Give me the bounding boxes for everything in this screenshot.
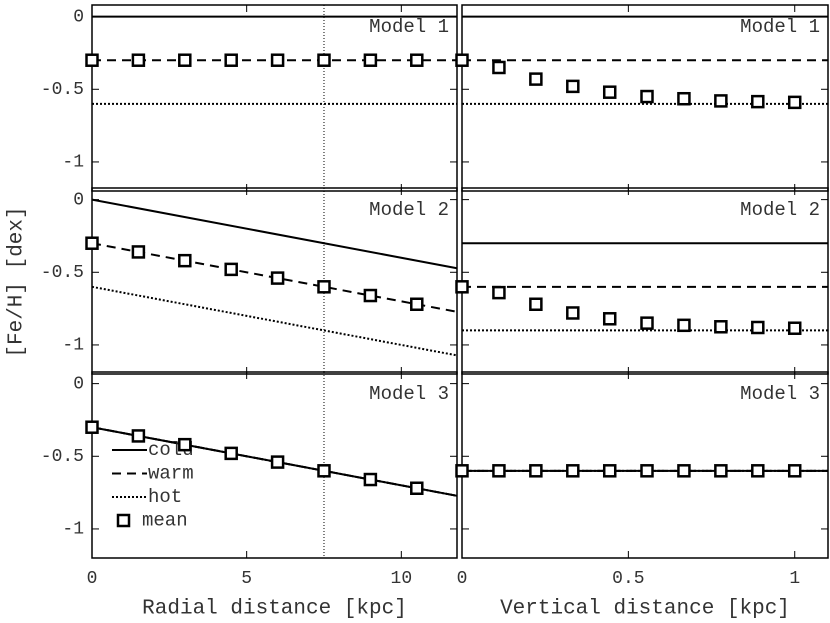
mean-marker (677, 464, 691, 478)
mean-marker (270, 455, 285, 469)
mean-marker (410, 53, 424, 67)
mean-marker (410, 297, 424, 311)
mean-marker (270, 53, 285, 67)
y-tick-label: 0 (73, 190, 84, 210)
mean-marker (224, 262, 238, 277)
mean-marker (492, 60, 506, 75)
y-axis-label: [Fe/H] [dex] (6, 206, 29, 357)
mean-marker (714, 464, 728, 478)
mean-marker (492, 285, 506, 300)
mean-marker (714, 94, 728, 108)
mean-marker (602, 464, 617, 478)
mean-marker (640, 316, 654, 330)
x-tick-label: 10 (391, 569, 413, 589)
y-tick-label: -1 (62, 153, 84, 173)
mean-marker (224, 446, 238, 461)
panel-frame (91, 4, 458, 192)
mean-marker (751, 464, 765, 478)
mean-marker (410, 481, 424, 495)
x-axis-label: Vertical distance [kpc] (500, 598, 790, 621)
mean-marker (178, 253, 192, 268)
panel-title: Model 3 (369, 383, 449, 405)
mean-marker (751, 320, 765, 335)
mean-marker (455, 464, 469, 478)
mean-marker (677, 318, 691, 333)
mean-marker (602, 85, 617, 99)
mean-marker (363, 53, 378, 67)
mean-marker (787, 464, 802, 478)
mean-marker (751, 94, 765, 109)
mean-marker (178, 53, 192, 67)
panel-title: Model 1 (740, 16, 820, 38)
y-tick-label: -1 (62, 520, 84, 540)
mean-marker (566, 464, 580, 478)
y-tick-label: 0 (73, 374, 84, 394)
y-tick-label: 0 (73, 7, 84, 27)
mean-marker (85, 420, 99, 434)
panel-title: Model 2 (740, 199, 820, 221)
mean-marker (455, 53, 469, 67)
series-line (91, 285, 458, 357)
mean-marker (714, 320, 728, 334)
mean-marker (640, 464, 654, 478)
mean-marker (566, 79, 580, 94)
mean-marker (492, 464, 506, 478)
panel-title: Model 1 (369, 16, 449, 38)
y-tick-label: -1 (62, 336, 84, 356)
mean-marker (178, 437, 192, 452)
x-tick-label: 5 (241, 569, 252, 589)
legend-marker (116, 513, 131, 528)
mean-marker (602, 312, 617, 326)
panel-title: Model 2 (369, 199, 449, 221)
panel-title: Model 3 (740, 383, 820, 405)
y-tick-label: -0.5 (41, 80, 84, 100)
series-line (91, 198, 458, 270)
mean-marker (529, 72, 543, 86)
mean-marker (455, 280, 469, 294)
mean-marker (363, 472, 378, 487)
mean-marker (85, 236, 99, 250)
mean-marker (317, 53, 331, 67)
y-tick-label: -0.5 (41, 263, 84, 283)
x-tick-label: 0 (457, 569, 468, 589)
mean-marker (85, 53, 99, 67)
mean-marker (317, 280, 331, 294)
mean-marker (131, 245, 146, 259)
mean-marker (640, 89, 654, 104)
mean-marker (317, 464, 331, 478)
y-tick-label: -0.5 (41, 447, 84, 467)
x-tick-label: 0.5 (612, 569, 644, 589)
mean-marker (224, 53, 238, 67)
mean-marker (270, 271, 285, 285)
x-axis-label: Radial distance [kpc] (142, 598, 407, 621)
mean-marker (529, 464, 543, 478)
mean-marker (131, 53, 146, 67)
mean-marker (566, 306, 580, 320)
x-tick-label: 1 (789, 569, 800, 589)
legend-label: warm (148, 463, 194, 485)
mean-marker (787, 95, 802, 110)
mean-marker (677, 91, 691, 106)
x-tick-label: 0 (87, 569, 98, 589)
mean-marker (787, 321, 802, 335)
legend-label: mean (142, 510, 188, 532)
legend-label: hot (148, 486, 182, 508)
mean-marker (131, 429, 146, 443)
panel-frame (461, 4, 829, 192)
mean-marker (529, 297, 543, 311)
mean-marker (363, 288, 378, 303)
